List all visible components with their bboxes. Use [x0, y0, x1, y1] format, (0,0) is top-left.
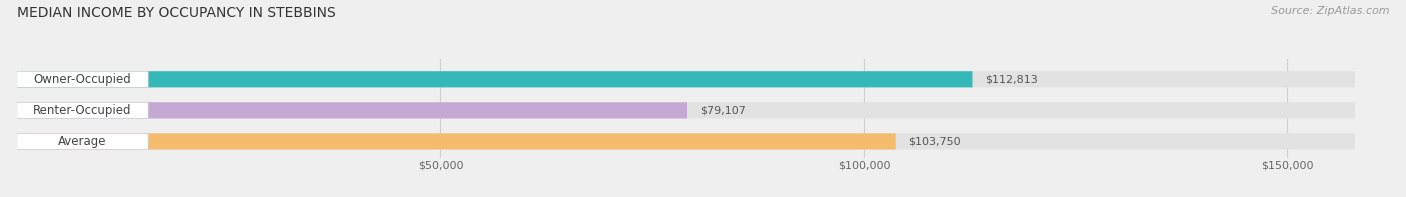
Text: Average: Average — [58, 135, 107, 148]
Text: $112,813: $112,813 — [986, 74, 1038, 84]
FancyBboxPatch shape — [17, 102, 688, 118]
Text: $103,750: $103,750 — [908, 137, 962, 146]
Text: MEDIAN INCOME BY OCCUPANCY IN STEBBINS: MEDIAN INCOME BY OCCUPANCY IN STEBBINS — [17, 6, 336, 20]
FancyBboxPatch shape — [17, 102, 1355, 118]
Text: $79,107: $79,107 — [700, 105, 745, 115]
Text: Renter-Occupied: Renter-Occupied — [34, 104, 132, 117]
FancyBboxPatch shape — [17, 71, 148, 87]
FancyBboxPatch shape — [17, 133, 148, 150]
FancyBboxPatch shape — [17, 133, 1355, 150]
FancyBboxPatch shape — [17, 102, 148, 118]
FancyBboxPatch shape — [17, 71, 973, 87]
FancyBboxPatch shape — [17, 71, 1355, 87]
FancyBboxPatch shape — [17, 133, 896, 150]
Text: Owner-Occupied: Owner-Occupied — [34, 73, 131, 86]
Text: Source: ZipAtlas.com: Source: ZipAtlas.com — [1271, 6, 1389, 16]
